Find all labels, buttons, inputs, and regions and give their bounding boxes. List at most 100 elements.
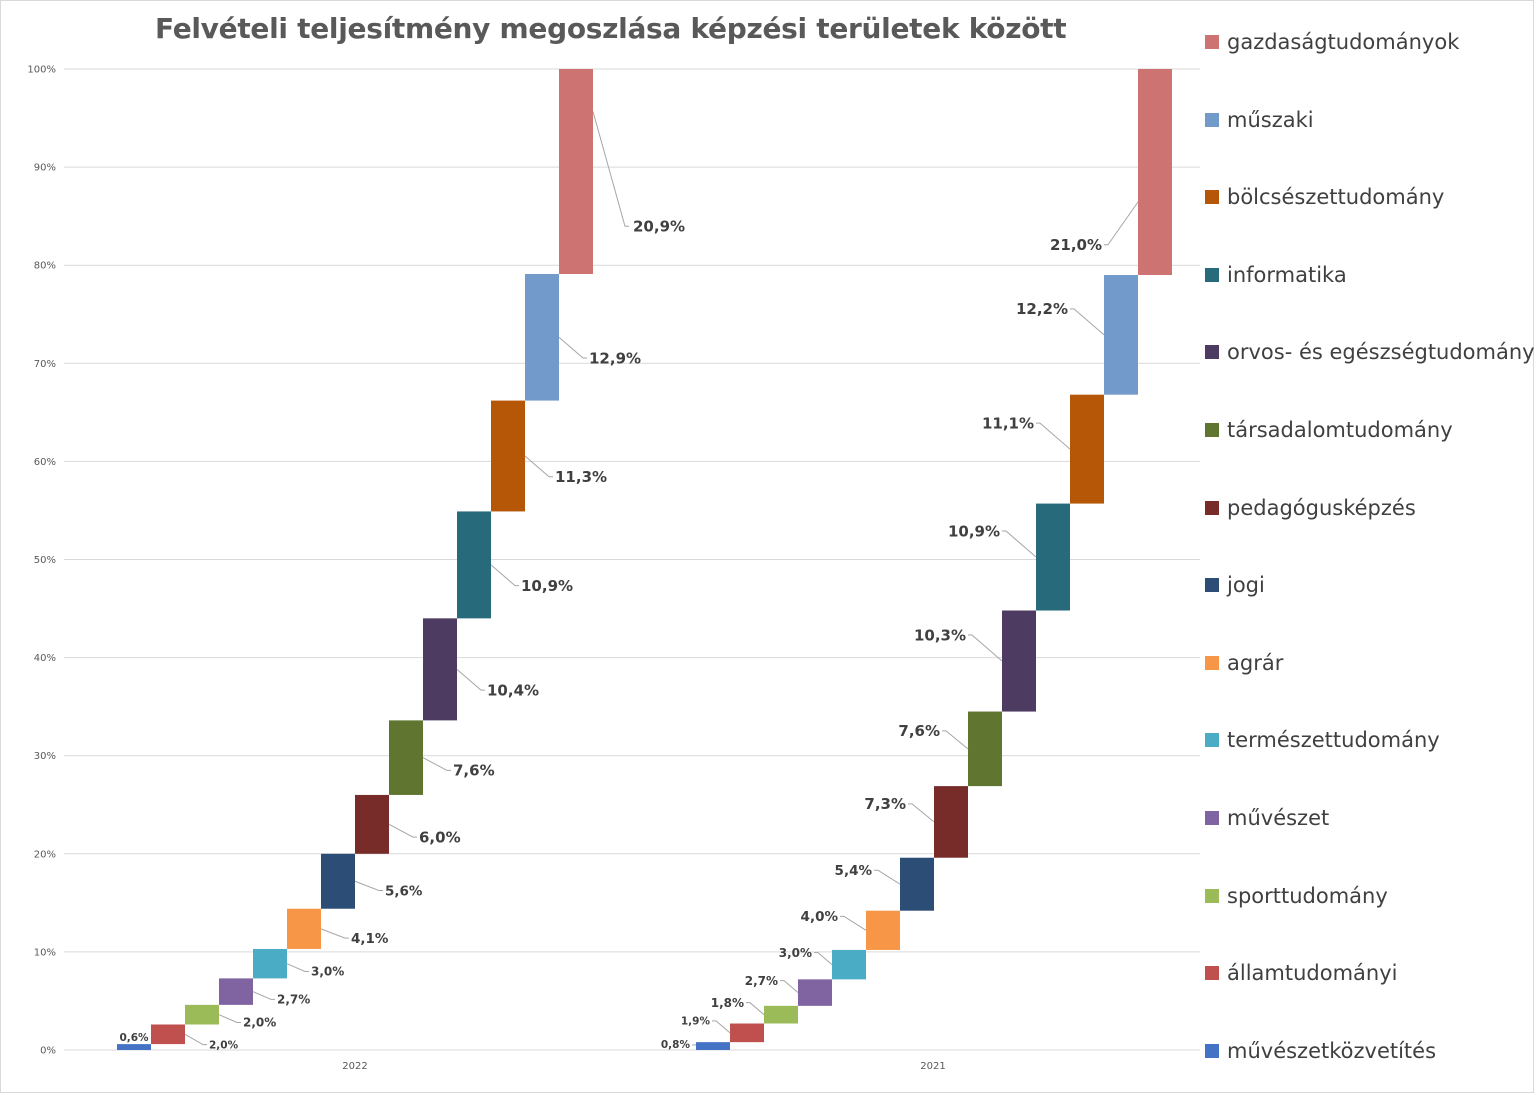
data-label: 3,0% xyxy=(779,946,812,960)
data-label: 10,9% xyxy=(521,577,573,595)
leader-line xyxy=(840,915,867,931)
legend-swatch xyxy=(1205,733,1219,748)
chart-title: Felvételi teljesítmény megoszlása képzés… xyxy=(155,12,1067,45)
bar-segment xyxy=(866,910,900,950)
y-tick-label: 80% xyxy=(34,261,56,272)
bar-segment xyxy=(798,979,832,1006)
data-label: 2,0% xyxy=(209,1039,239,1051)
bar-segment xyxy=(934,786,968,858)
data-label: 7,6% xyxy=(898,722,940,740)
legend-item: művészet xyxy=(1205,803,1329,833)
legend-swatch xyxy=(1205,966,1219,981)
bar-segment xyxy=(185,1004,219,1025)
legend-swatch xyxy=(1205,190,1219,205)
data-label: 5,4% xyxy=(835,863,873,879)
bar-segment xyxy=(730,1023,764,1043)
bar-segment xyxy=(525,274,559,401)
data-label: 4,0% xyxy=(801,909,839,925)
legend-label: agrár xyxy=(1227,650,1284,675)
legend-swatch xyxy=(1205,112,1219,127)
legend-label: műszaki xyxy=(1227,107,1314,132)
leader-line xyxy=(592,111,629,227)
y-tick-label: 90% xyxy=(34,163,56,174)
bar-segment xyxy=(832,949,866,980)
bar-segment xyxy=(764,1005,798,1024)
leader-line xyxy=(1036,422,1071,450)
data-label: 5,6% xyxy=(385,883,423,899)
y-tick-label: 40% xyxy=(34,653,56,664)
legend-label: művészet xyxy=(1227,806,1330,830)
bar-segment xyxy=(321,853,355,909)
bar-segment xyxy=(559,69,593,275)
y-tick-label: 30% xyxy=(34,751,56,762)
bar-segment xyxy=(389,720,423,795)
data-label: 4,1% xyxy=(351,931,389,947)
data-label: 7,6% xyxy=(453,762,495,780)
data-label: 21,0% xyxy=(1050,236,1102,254)
data-label: 1,9% xyxy=(681,1016,711,1028)
y-tick-label: 70% xyxy=(34,359,56,370)
data-label: 2,0% xyxy=(243,1016,276,1030)
leader-line xyxy=(1002,530,1037,558)
legend-item: agrár xyxy=(1205,648,1283,678)
leader-line xyxy=(456,668,485,691)
leader-line xyxy=(1070,308,1105,336)
legend-label: sporttudomány xyxy=(1227,883,1388,908)
legend-label: orvos- és egészségtudomány xyxy=(1227,340,1535,365)
bar-segment xyxy=(1036,503,1070,611)
leader-line xyxy=(558,336,587,359)
bar-segment xyxy=(1002,610,1036,712)
bar-segment xyxy=(117,1044,151,1050)
legend-item: bölcsészettudomány xyxy=(1205,182,1444,212)
data-label: 10,4% xyxy=(487,681,539,699)
legend-item: államtudományi xyxy=(1205,958,1397,988)
y-tick-label: 20% xyxy=(34,849,56,860)
leader-line xyxy=(286,963,309,972)
bar-segment xyxy=(1138,69,1172,276)
leader-line xyxy=(814,952,833,966)
data-label: 0,8% xyxy=(661,1039,691,1051)
legend-label: jogi xyxy=(1227,573,1265,598)
data-label: 11,1% xyxy=(982,414,1034,432)
legend-item: sporttudomány xyxy=(1205,881,1388,911)
data-labels: 0,6%2,0%2,0%2,7%3,0%4,1%5,6%6,0%7,6%10,4… xyxy=(119,218,1102,1052)
data-label: 2,7% xyxy=(277,993,310,1007)
data-label: 2,7% xyxy=(745,974,778,988)
bar-segment xyxy=(900,857,934,911)
y-tick-label: 10% xyxy=(34,947,56,958)
data-label: 11,3% xyxy=(555,468,607,486)
leader-line xyxy=(746,1002,765,1016)
leader-line xyxy=(320,928,349,939)
y-axis-ticks: 0% 10% 20% 30% 40% 50% 60% 70% 80% 90% 100% xyxy=(27,65,56,1057)
legend-swatch xyxy=(1205,655,1219,670)
category-label: 2022 xyxy=(342,1061,367,1072)
legend-swatch xyxy=(1205,267,1219,282)
legend-swatch xyxy=(1205,888,1219,903)
legend-swatch xyxy=(1205,1043,1219,1058)
bar-segment xyxy=(1070,394,1104,504)
legend-item: orvos- és egészségtudomány xyxy=(1205,337,1535,367)
leader-line xyxy=(490,564,519,587)
data-label: 1,8% xyxy=(711,996,744,1010)
plot-area: 0% 10% 20% 30% 40% 50% 60% 70% 80% 90% 100% 0,6% 2,… xyxy=(27,65,1200,1072)
data-label: 6,0% xyxy=(419,828,461,846)
legend-label: művészetközvetítés xyxy=(1227,1038,1437,1063)
data-label: 10,3% xyxy=(914,626,966,644)
bar-segment xyxy=(491,400,525,512)
legend-label: természettudomány xyxy=(1227,728,1440,753)
bar-segment xyxy=(457,511,491,619)
category-label: 2021 xyxy=(920,1061,945,1072)
bar-segment xyxy=(355,794,389,854)
leader-line xyxy=(524,455,553,478)
legend-label: pedagógusképzés xyxy=(1227,495,1416,520)
leader-line xyxy=(780,980,799,993)
leader-lines xyxy=(184,111,1139,1046)
leader-line xyxy=(422,757,451,771)
data-label: 10,9% xyxy=(948,522,1000,540)
leader-line xyxy=(874,869,901,885)
bar-segment xyxy=(696,1042,730,1050)
data-label: 12,9% xyxy=(589,349,641,367)
data-label: 0,6% xyxy=(119,1032,149,1044)
legend-swatch xyxy=(1205,35,1219,49)
